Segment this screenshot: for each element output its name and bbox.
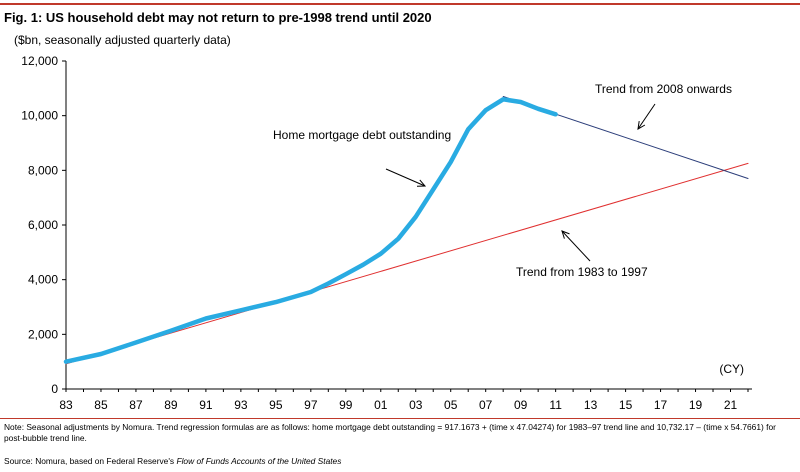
x-tick-label: 15: [619, 398, 633, 412]
axes: 0 2,000 4,000 6,000 8,000 10,000 12,000 83 85 87 8…: [21, 54, 752, 412]
top-rule: [0, 3, 800, 5]
annotation-trend-1983-1997-label: Trend from 1983 to 1997: [516, 265, 648, 279]
x-tick-label: 17: [654, 398, 668, 412]
x-tick-label: 89: [164, 398, 178, 412]
x-tick-label: 03: [409, 398, 423, 412]
bottom-rule: [0, 418, 800, 419]
chart-source: Source: Nomura, based on Federal Reserve…: [4, 456, 341, 466]
annotation-trend-1983-1997-arrow: [561, 230, 591, 262]
x-tick-label: 91: [199, 398, 213, 412]
y-tick-label: 0: [51, 382, 58, 396]
annotation-home-mortgage-label: Home mortgage debt outstanding: [273, 128, 451, 142]
y-tick-label: 12,000: [21, 54, 58, 68]
x-tick-label: 05: [444, 398, 458, 412]
annotation-trend-1983-1997-arrowhead: [561, 230, 570, 239]
annotation-trend-2008-arrowhead: [637, 121, 646, 130]
annotation-home-mortgage-arrowhead: [416, 179, 427, 187]
y-tick-label: 2,000: [28, 327, 58, 341]
y-tick-label: 4,000: [28, 273, 58, 287]
figure-title: Fig. 1: US household debt may not return…: [4, 10, 432, 25]
x-tick-label: 87: [129, 398, 143, 412]
annotations: Home mortgage debt outstanding Trend from…: [273, 82, 732, 279]
x-tick-label: 85: [94, 398, 108, 412]
x-axis-unit-label: (CY): [719, 362, 744, 376]
x-tick-label: 07: [479, 398, 493, 412]
series-home-mortgage-debt: [63, 97, 558, 364]
x-tick-label: 95: [269, 398, 283, 412]
series-trend-1983-1997: [65, 162, 749, 365]
unit-label: ($bn, seasonally adjusted quarterly data…: [14, 33, 231, 47]
x-tick-label: 19: [689, 398, 703, 412]
annotation-home-mortgage-arrow: [385, 168, 426, 187]
source-title: Flow of Funds Accounts of the United Sta…: [176, 456, 342, 466]
x-tick-label: 93: [234, 398, 248, 412]
y-tick-label: 10,000: [21, 109, 58, 123]
series-group: [63, 96, 749, 365]
x-tick-label: 97: [304, 398, 318, 412]
source-prefix: Source: Nomura, based on Federal Reserve…: [4, 456, 177, 466]
chart: 0 2,000 4,000 6,000 8,000 10,000 12,000 83 85 87 8…: [21, 54, 752, 412]
x-tick-label: 83: [59, 398, 73, 412]
x-tick-label: 11: [549, 398, 562, 412]
annotation-trend-2008-label: Trend from 2008 onwards: [595, 82, 732, 96]
x-tick-label: 99: [339, 398, 353, 412]
x-tick-label: 21: [724, 398, 738, 412]
x-tick-label: 09: [514, 398, 528, 412]
chart-note: Note: Seasonal adjustments by Nomura. Tr…: [4, 422, 776, 443]
x-tick-label: 01: [374, 398, 388, 412]
annotation-trend-2008-arrow: [637, 103, 656, 130]
x-tick-label: 13: [584, 398, 598, 412]
y-tick-label: 6,000: [28, 218, 58, 232]
y-tick-label: 8,000: [28, 163, 58, 177]
